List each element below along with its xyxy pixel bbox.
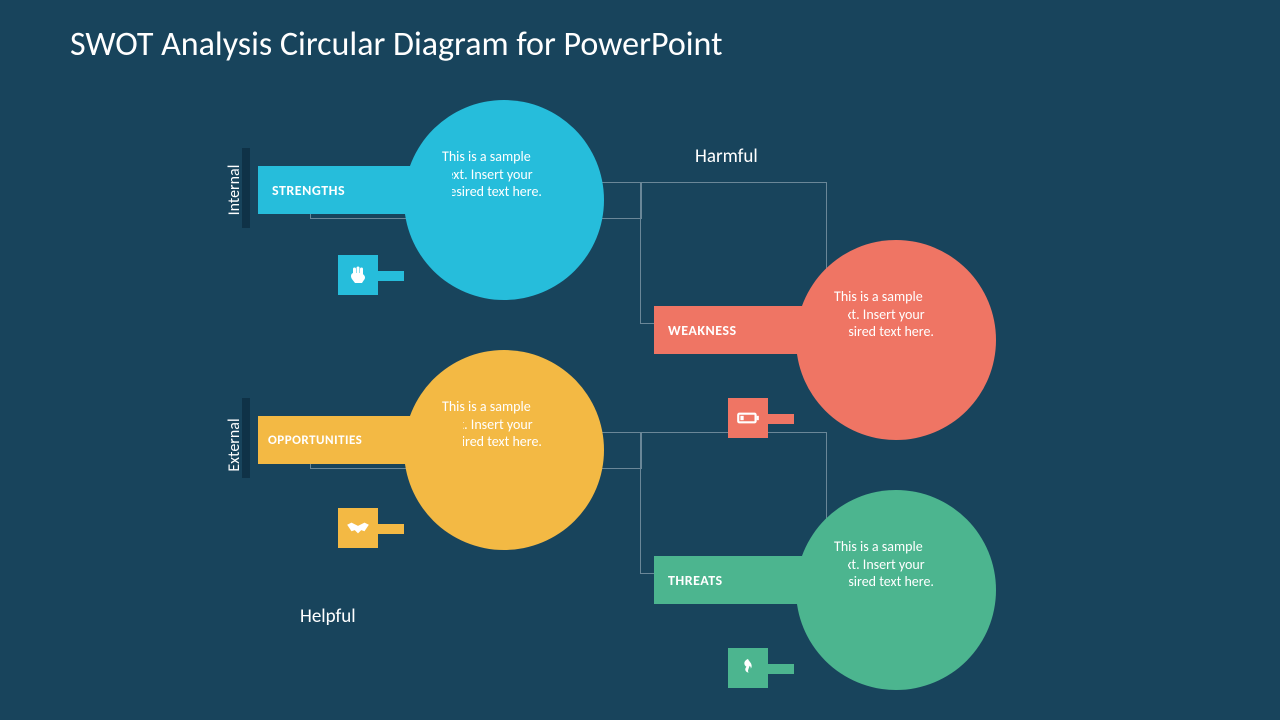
fist-icon: [338, 255, 378, 295]
icon-stem: [768, 664, 794, 674]
swot-label-weakness: WEAKNESS: [654, 306, 848, 354]
swot-label-text: OPPORTUNITIES: [268, 433, 362, 448]
swot-desc-strengths: This is a sample text. Insert your desir…: [442, 148, 552, 201]
swot-desc-weakness: This is a sample text. Insert your desir…: [834, 288, 944, 341]
battery-low-icon: [728, 398, 768, 438]
swot-label-strengths: STRENGTHS: [258, 166, 452, 214]
swot-label-text: THREATS: [668, 572, 723, 589]
page-title: SWOT Analysis Circular Diagram for Power…: [70, 24, 723, 65]
gridline: [640, 432, 827, 574]
fire-icon: [728, 648, 768, 688]
axis-label-harmful: Harmful: [695, 145, 758, 168]
axis-label-helpful: Helpful: [300, 605, 356, 628]
swot-label-threats: THREATS: [654, 556, 848, 604]
swot-label-text: STRENGTHS: [272, 182, 345, 199]
swot-label-text: WEAKNESS: [668, 322, 737, 339]
gridline: [640, 182, 827, 324]
icon-stem: [378, 524, 404, 534]
handshake-icon: [338, 508, 378, 548]
marker-external: [242, 398, 250, 478]
marker-internal: [242, 148, 250, 228]
icon-stem: [768, 414, 794, 424]
swot-label-opportunities: OPPORTUNITIES: [258, 416, 463, 464]
icon-stem: [378, 271, 404, 281]
swot-desc-threats: This is a sample text. Insert your desir…: [834, 538, 944, 591]
slide-canvas: SWOT Analysis Circular Diagram for Power…: [0, 0, 1280, 720]
